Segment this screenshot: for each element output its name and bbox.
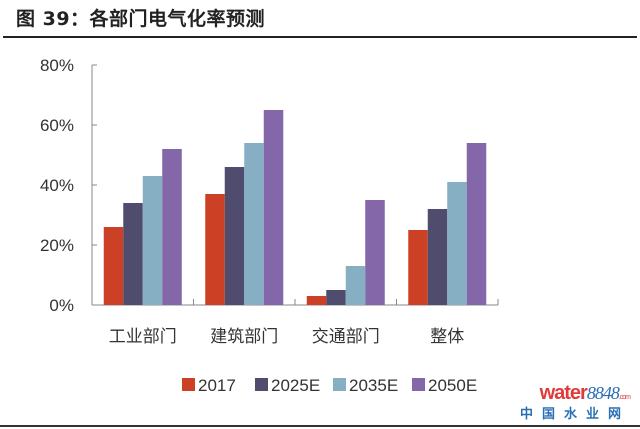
bar-2050E-3 bbox=[365, 200, 385, 305]
bar-2050E-2 bbox=[263, 110, 284, 305]
bar-2035E-4 bbox=[447, 182, 467, 305]
legend-label-2035E: 2035E bbox=[349, 376, 398, 395]
y-tick-label: 0% bbox=[49, 296, 74, 315]
y-tick-label: 40% bbox=[40, 176, 74, 195]
y-tick-label: 80% bbox=[40, 56, 74, 75]
bar-2017-1 bbox=[103, 227, 124, 305]
chart-title: 图 39：各部门电气化率预测 bbox=[16, 8, 266, 30]
bar-2050E-4 bbox=[466, 143, 487, 305]
y-tick-label: 20% bbox=[40, 236, 74, 255]
bar-2025E-3 bbox=[326, 290, 346, 305]
watermark-subtitle: 中国水业网 bbox=[519, 407, 630, 422]
title-divider bbox=[3, 36, 637, 38]
bar-2035E-2 bbox=[244, 143, 264, 305]
watermark-logo-text: water bbox=[539, 382, 588, 404]
legend-label-2017: 2017 bbox=[198, 376, 236, 395]
x-category-label: 建筑部门 bbox=[210, 327, 278, 347]
bar-2025E-2 bbox=[224, 167, 245, 305]
legend-swatch-2050E bbox=[412, 378, 425, 391]
bar-2025E-4 bbox=[427, 209, 448, 305]
x-category-label: 交通部门 bbox=[312, 327, 380, 347]
x-category-label: 工业部门 bbox=[109, 327, 177, 347]
legend-label-2050E: 2050E bbox=[428, 376, 477, 395]
bar-2050E-1 bbox=[162, 149, 182, 305]
bar-2017-4 bbox=[408, 230, 428, 305]
y-tick-label: 60% bbox=[40, 116, 74, 135]
bar-2035E-3 bbox=[345, 266, 366, 305]
watermark-logo: water8848.com bbox=[520, 382, 631, 405]
legend-label-2025E: 2025E bbox=[271, 376, 320, 395]
watermark-logo-suffix: .com bbox=[618, 394, 631, 401]
legend-swatch-2035E bbox=[333, 378, 346, 391]
bar-2035E-1 bbox=[142, 176, 163, 305]
legend-swatch-2017 bbox=[182, 378, 195, 391]
bottom-divider bbox=[0, 425, 640, 427]
x-category-label: 整体 bbox=[430, 327, 464, 347]
bar-2017-2 bbox=[205, 194, 225, 305]
legend-swatch-2025E bbox=[255, 378, 268, 391]
bar-2025E-1 bbox=[123, 203, 143, 305]
watermark-logo-number: 8848 bbox=[586, 383, 620, 403]
bar-2017-3 bbox=[306, 296, 327, 305]
watermark: water8848.com 中国水业网 bbox=[519, 382, 631, 422]
